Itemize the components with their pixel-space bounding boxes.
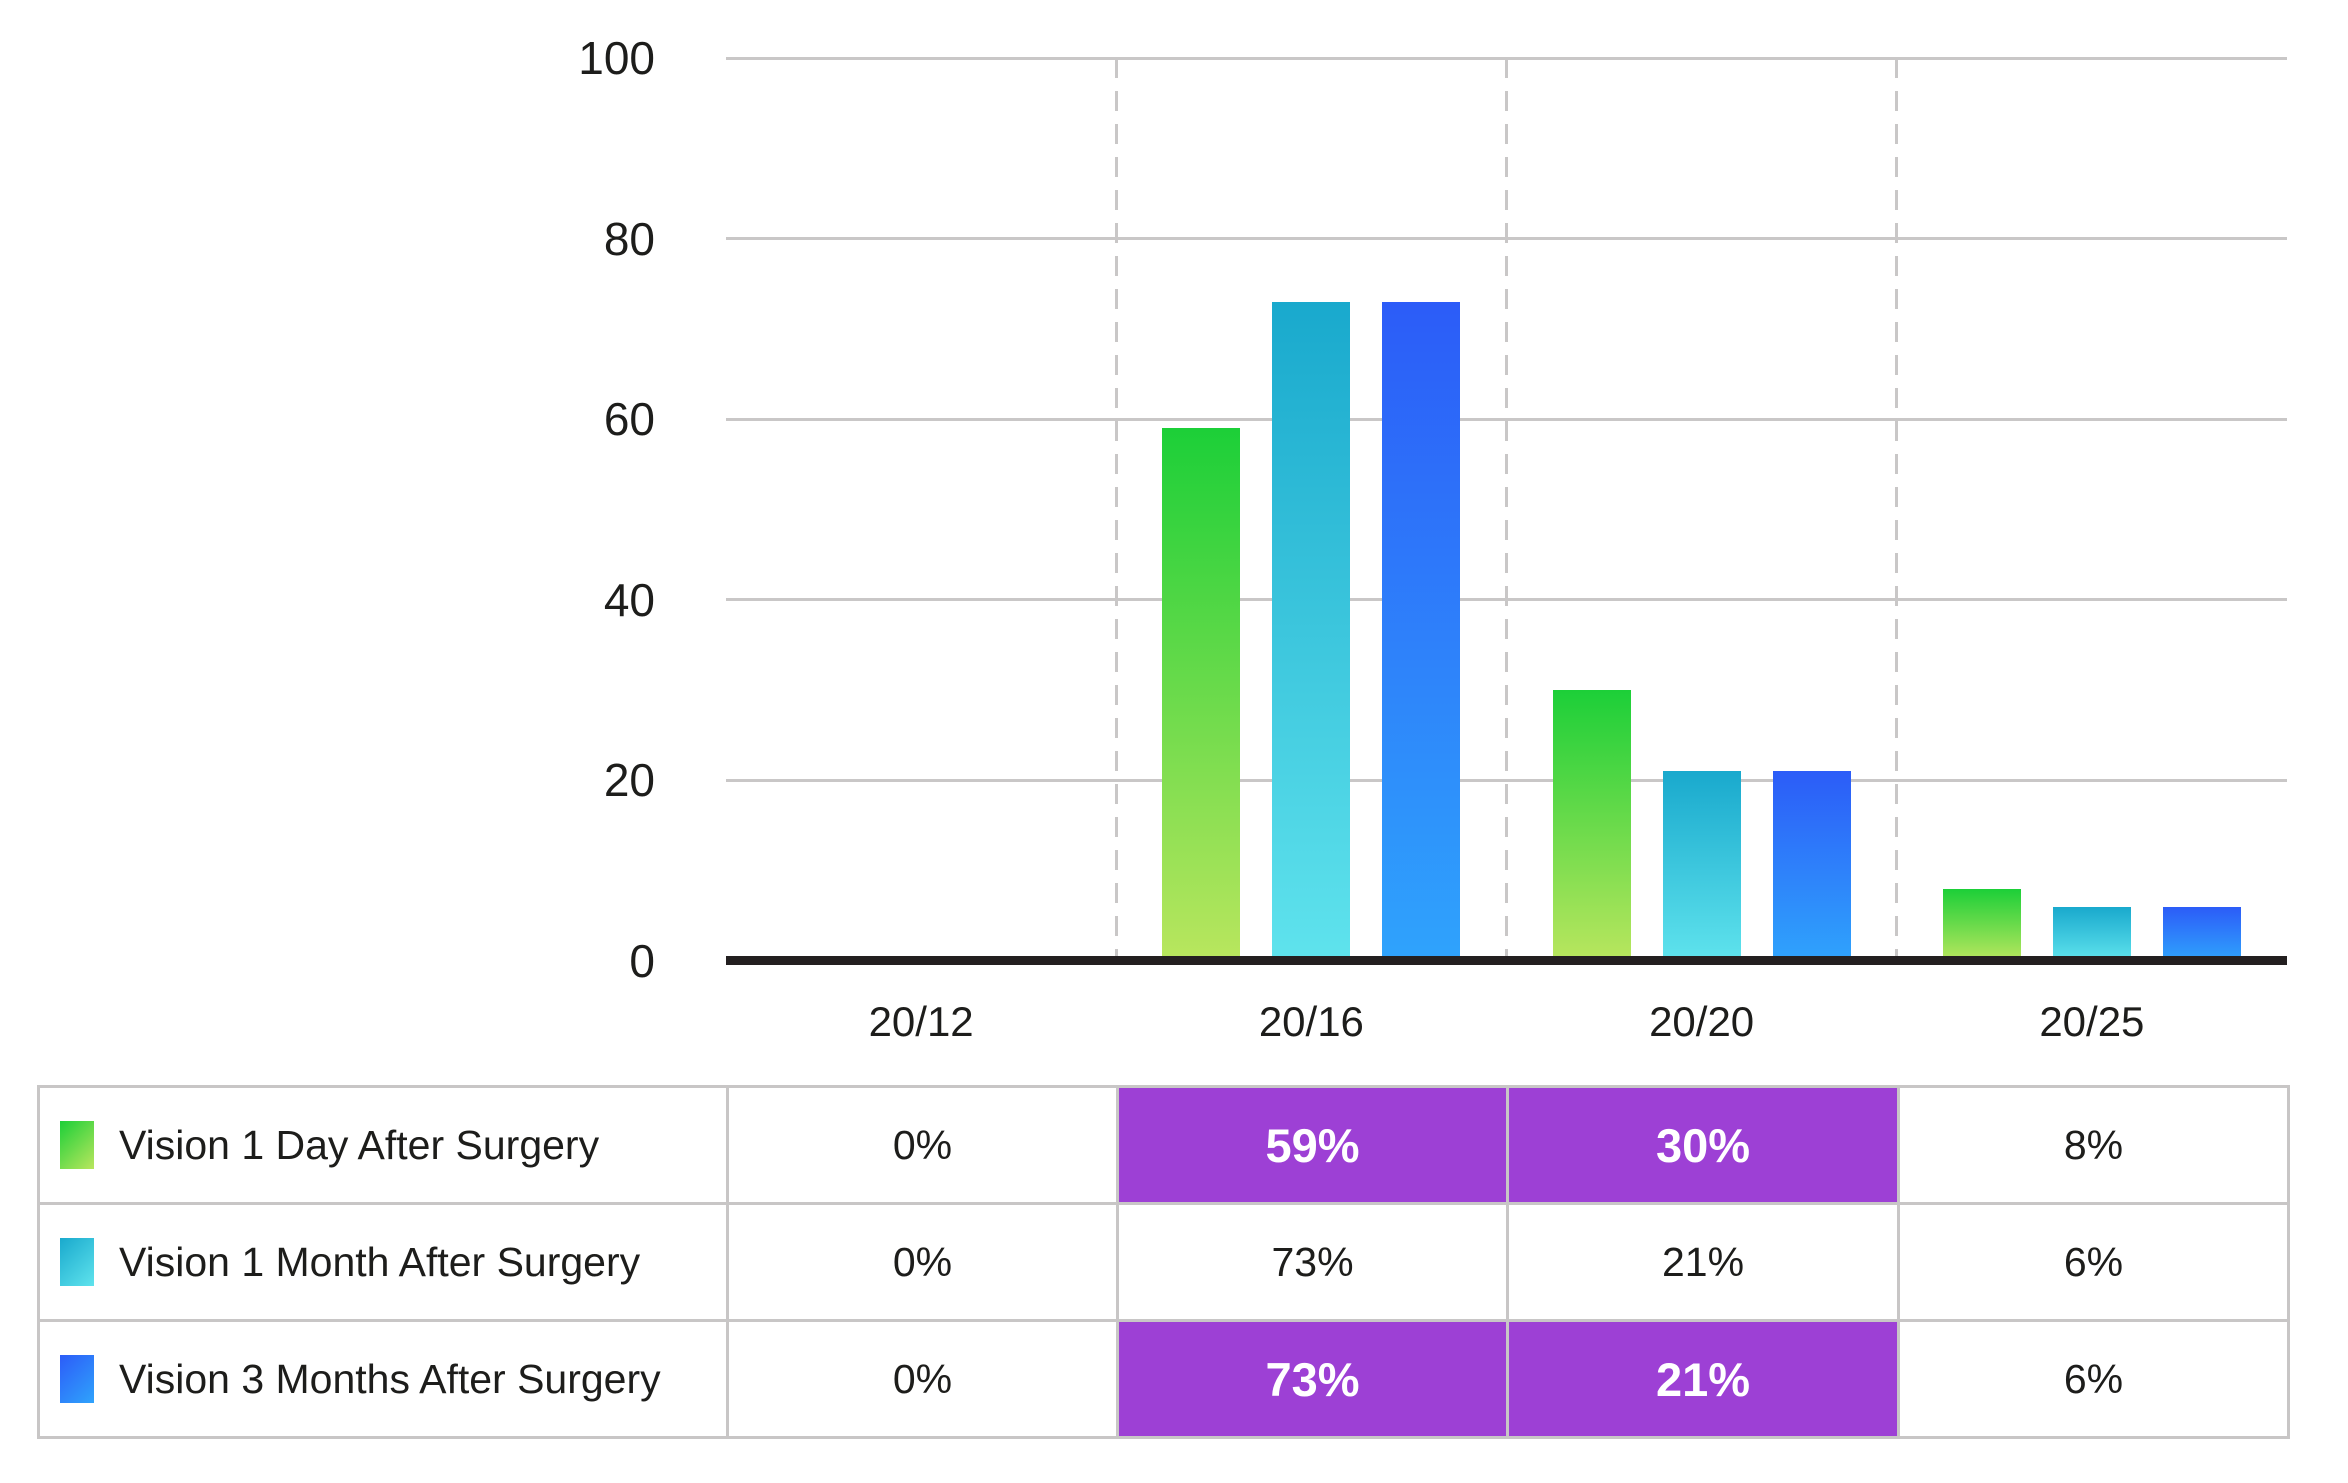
value-cell: 6% bbox=[1897, 1319, 2290, 1439]
legend-swatch-icon bbox=[60, 1238, 94, 1286]
y-axis-tick-label: 80 bbox=[603, 212, 655, 265]
legend-cell: Vision 3 Months After Surgery bbox=[37, 1319, 729, 1439]
x-axis-line bbox=[726, 956, 2287, 965]
bar-20-20-series-1 bbox=[1552, 690, 1631, 961]
value-cell: 0% bbox=[726, 1202, 1119, 1322]
bar-20-25-series-2 bbox=[2052, 906, 2131, 961]
table-row: Vision 1 Day After Surgery 0% 59% 30% 8% bbox=[37, 1085, 2290, 1205]
results-table: Vision 1 Day After Surgery 0% 59% 30% 8% Visi… bbox=[37, 1085, 2290, 1439]
category-separator-gridline bbox=[1114, 58, 1118, 958]
bar-20-16-series-3 bbox=[1382, 301, 1461, 961]
table-row: Vision 3 Months After Surgery 0% 73% 21% 6% bbox=[37, 1319, 2290, 1439]
legend-cell: Vision 1 Month After Surgery bbox=[37, 1202, 729, 1322]
x-axis-category-label: 20/12 bbox=[868, 998, 974, 1045]
value-cell-highlighted: 73% bbox=[1116, 1319, 1509, 1439]
bar-20-20-series-3 bbox=[1772, 771, 1851, 961]
value-cell-highlighted: 21% bbox=[1506, 1319, 1900, 1439]
x-axis-category-label: 20/25 bbox=[2039, 998, 2145, 1045]
y-axis-tick-label: 20 bbox=[603, 754, 655, 807]
series-label: Vision 1 Day After Surgery bbox=[119, 1121, 600, 1168]
legend-swatch-icon bbox=[60, 1355, 94, 1403]
bar-20-16-series-1 bbox=[1162, 428, 1241, 961]
x-axis-category-label: 20/16 bbox=[1258, 998, 1364, 1045]
bar-20-25-series-3 bbox=[2162, 906, 2241, 961]
legend-swatch-icon bbox=[60, 1121, 94, 1169]
y-axis-tick-label: 100 bbox=[578, 32, 655, 84]
value-cell: 6% bbox=[1897, 1202, 2290, 1322]
value-cell: 21% bbox=[1506, 1202, 1900, 1322]
category-separator-gridline bbox=[1895, 58, 1899, 958]
value-cell: 8% bbox=[1897, 1085, 2290, 1205]
value-cell: 0% bbox=[726, 1085, 1119, 1205]
category-separator-gridline bbox=[1505, 58, 1508, 958]
y-axis-tick-label: 60 bbox=[603, 393, 655, 446]
x-axis-category-label: 20/20 bbox=[1649, 998, 1755, 1045]
table-row: Vision 1 Month After Surgery 0% 73% 21% 6% bbox=[37, 1202, 2290, 1322]
value-cell: 73% bbox=[1116, 1202, 1509, 1322]
series-label: Vision 1 Month After Surgery bbox=[119, 1238, 641, 1285]
legend-cell: Vision 1 Day After Surgery bbox=[37, 1085, 729, 1205]
y-axis-tick-label: 0 bbox=[629, 935, 655, 987]
value-cell-highlighted: 30% bbox=[1506, 1085, 1900, 1205]
bar-20-25-series-1 bbox=[1942, 888, 2021, 961]
bar-20-20-series-2 bbox=[1662, 771, 1741, 961]
bar-20-16-series-2 bbox=[1272, 301, 1351, 961]
value-cell: 0% bbox=[726, 1319, 1119, 1439]
y-axis-tick-label: 40 bbox=[603, 573, 655, 626]
value-cell-highlighted: 59% bbox=[1116, 1085, 1509, 1205]
series-label: Vision 3 Months After Surgery bbox=[119, 1355, 661, 1402]
